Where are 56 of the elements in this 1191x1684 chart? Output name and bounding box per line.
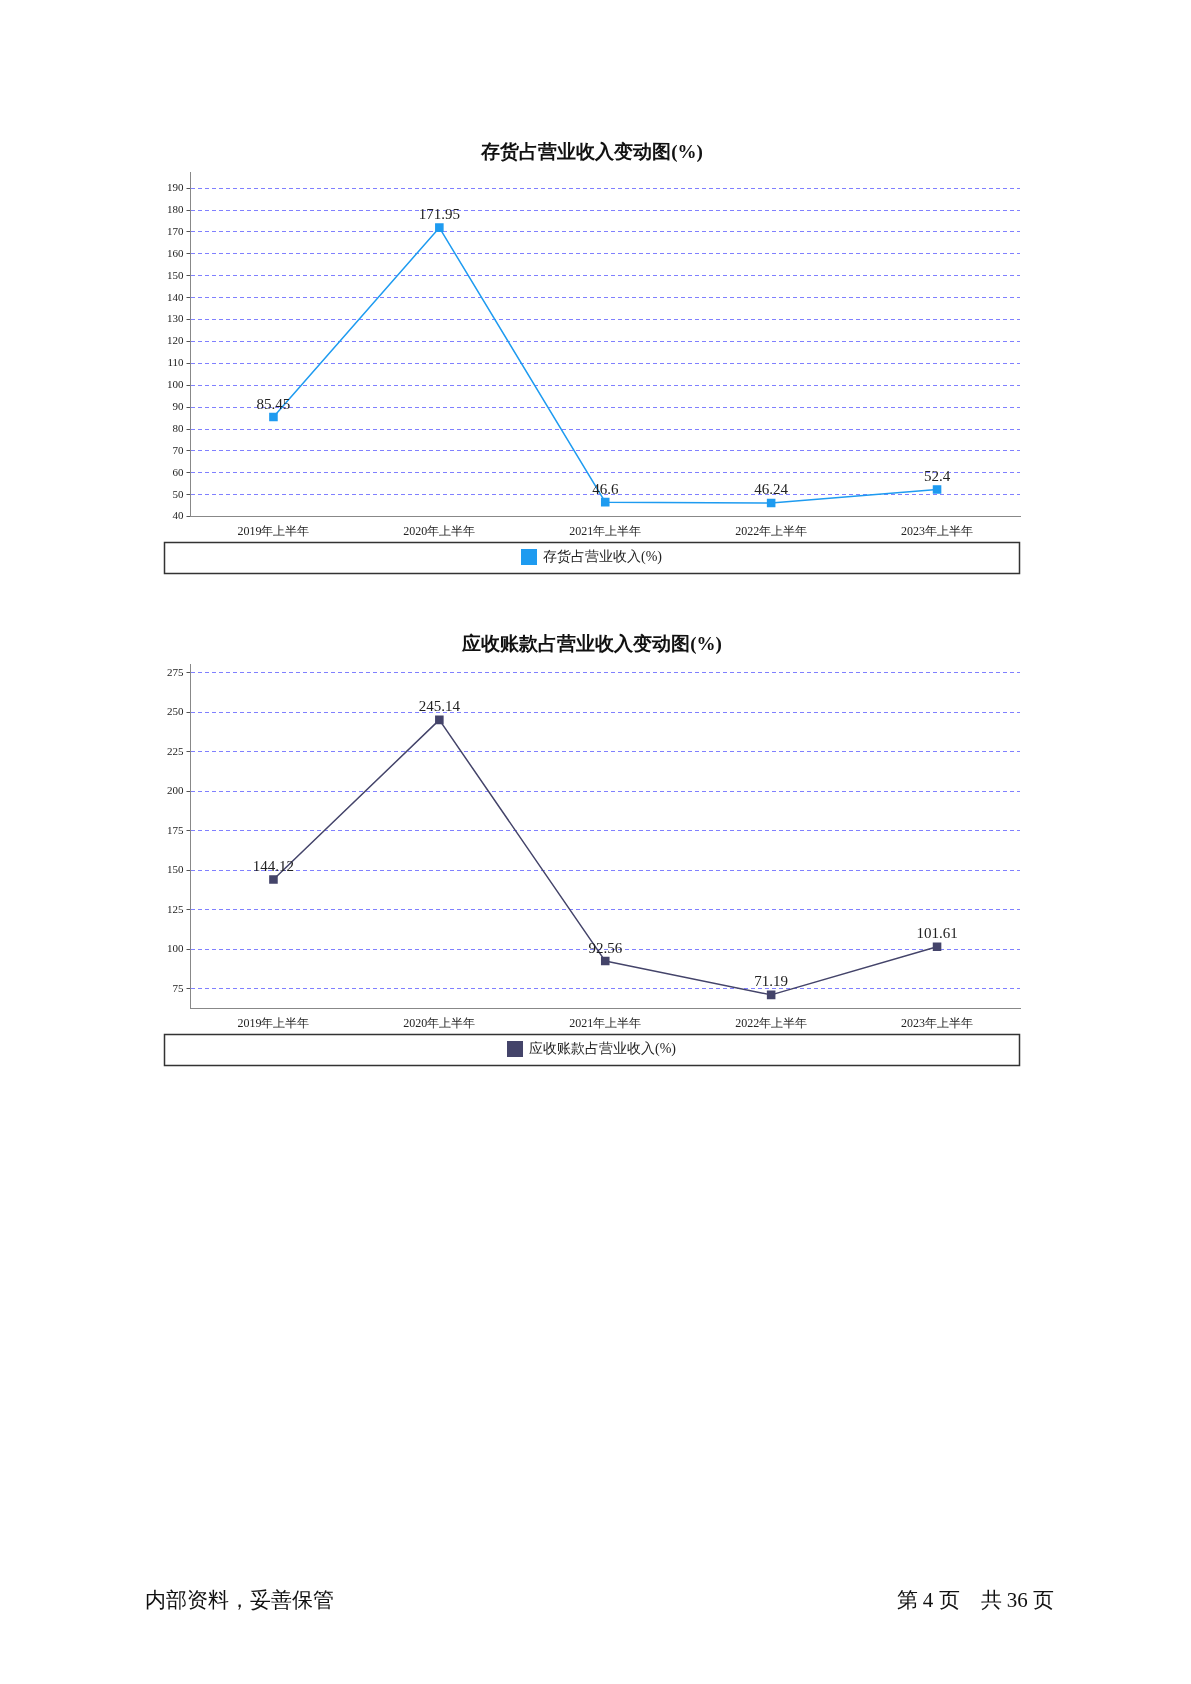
y-tick-label: 90 bbox=[172, 400, 184, 412]
x-tick-label: 2020年上半年 bbox=[403, 1015, 476, 1030]
x-tick-label: 2020年上半年 bbox=[403, 523, 476, 538]
y-tick-label: 150 bbox=[167, 863, 184, 876]
data-label: 245.14 bbox=[418, 698, 461, 715]
data-label: 101.61 bbox=[916, 925, 958, 942]
y-tick-label: 250 bbox=[167, 705, 184, 718]
legend-label: 存货占营业收入(%) bbox=[543, 548, 663, 565]
point bbox=[269, 875, 278, 884]
y-tick-label: 40 bbox=[172, 509, 184, 522]
data-label: 171.95 bbox=[418, 206, 460, 223]
y-tick-label: 120 bbox=[167, 334, 184, 347]
y-tick-label: 200 bbox=[167, 784, 184, 797]
x-tick-label: 2022年上半年 bbox=[735, 1015, 808, 1030]
y-tick-label: 70 bbox=[172, 443, 184, 456]
y-tick-label: 100 bbox=[167, 942, 184, 955]
text: 第 4 页 共 36 页 bbox=[896, 1587, 1054, 1614]
y-tick-label: 175 bbox=[167, 823, 184, 836]
point bbox=[435, 715, 444, 725]
y-tick-label: 50 bbox=[172, 487, 184, 500]
point bbox=[932, 942, 942, 952]
x-tick-label: 2021年上半年 bbox=[569, 1015, 642, 1030]
legend-label: 应收账款占营业收入(%) bbox=[529, 1040, 677, 1057]
y-tick-label: 275 bbox=[167, 665, 184, 678]
x-tick-label: 2019年上半年 bbox=[237, 523, 310, 538]
y-tick-label: 180 bbox=[167, 202, 184, 215]
x-tick-label: 2023年上半年 bbox=[901, 1015, 974, 1030]
x-tick-label: 2022年上半年 bbox=[735, 523, 808, 538]
y-tick-label: 60 bbox=[172, 465, 184, 478]
point bbox=[435, 223, 444, 232]
data-label: 46.24 bbox=[754, 481, 789, 498]
x-tick-label: 2023年上半年 bbox=[901, 523, 974, 538]
y-tick-label: 160 bbox=[167, 246, 184, 259]
y-tick-label: 170 bbox=[167, 224, 184, 237]
point bbox=[932, 485, 942, 494]
point bbox=[766, 990, 776, 1000]
x-tick-label: 2021年上半年 bbox=[569, 523, 642, 538]
y-tick-label: 125 bbox=[167, 902, 184, 915]
y-tick-label: 150 bbox=[167, 268, 184, 281]
data-label: 71.19 bbox=[754, 973, 789, 990]
x-tick-label: 2019年上半年 bbox=[237, 1015, 310, 1030]
point bbox=[600, 497, 610, 507]
point bbox=[600, 956, 610, 966]
y-tick-label: 190 bbox=[167, 181, 184, 194]
point bbox=[269, 412, 278, 422]
y-tick-label: 130 bbox=[167, 312, 184, 325]
chart-title: 存货占营业收入变动图(%) bbox=[480, 141, 703, 164]
y-tick-label: 140 bbox=[167, 290, 184, 303]
point bbox=[766, 498, 776, 508]
y-tick-label: 75 bbox=[172, 981, 184, 994]
y-tick-label: 110 bbox=[167, 356, 184, 369]
chart-title: 应收账款占营业收入变动图(%) bbox=[461, 633, 722, 656]
y-tick-label: 80 bbox=[172, 421, 184, 434]
y-tick-label: 225 bbox=[167, 744, 184, 757]
text: 内部资料，妥善保管 bbox=[145, 1587, 334, 1614]
y-tick-label: 100 bbox=[167, 378, 184, 391]
